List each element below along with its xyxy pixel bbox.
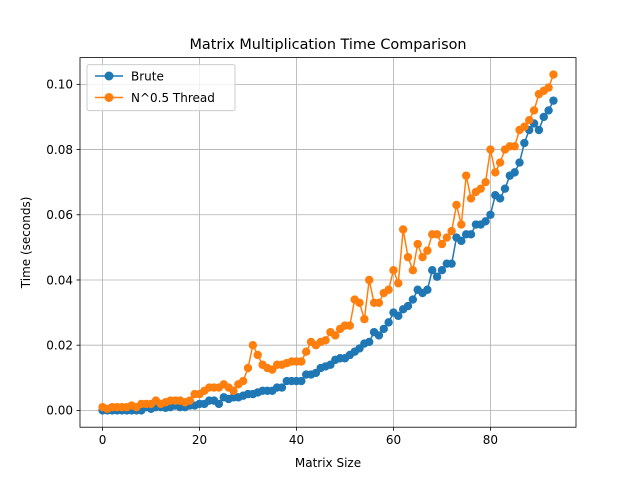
- data-point-thread: [481, 177, 490, 187]
- data-point-thread: [418, 252, 427, 262]
- y-tick-label: 0.08: [46, 143, 73, 157]
- data-point-thread: [486, 145, 495, 154]
- data-point-thread: [243, 363, 253, 373]
- legend-label-thread: N^0.5 Thread: [131, 91, 215, 105]
- ticks: 0 20 40 60 80 0.00 0.02 0.04 0.06 0.08 0.10: [46, 78, 498, 448]
- data-point-brute: [481, 217, 490, 226]
- data-point-thread: [355, 298, 364, 307]
- data-point-thread: [403, 252, 413, 262]
- data-point-thread: [360, 314, 369, 324]
- data-point-thread: [447, 226, 456, 236]
- data-point-brute: [432, 272, 442, 281]
- data-point-brute: [374, 331, 384, 340]
- legend: Brute N^0.5 Thread: [86, 64, 236, 112]
- data-point-thread: [389, 266, 398, 275]
- data-point-brute: [437, 266, 447, 275]
- data-point-thread: [229, 386, 238, 396]
- data-point-thread: [331, 331, 340, 340]
- data-point-brute: [365, 337, 374, 347]
- plot-frame: [79, 57, 577, 428]
- y-tick-label: 0.10: [46, 78, 73, 92]
- legend-frame: [86, 64, 236, 112]
- data-point-thread: [510, 142, 519, 151]
- data-point-thread: [384, 285, 393, 294]
- data-point-brute: [423, 285, 432, 294]
- y-tick-label: 0.06: [46, 208, 73, 222]
- data-point-brute: [277, 383, 287, 392]
- series-thread: [98, 70, 558, 413]
- x-tick-label: 0: [99, 433, 107, 447]
- data-point-brute: [403, 301, 413, 311]
- x-tick-label: 20: [192, 433, 207, 447]
- x-tick-label: 80: [483, 433, 498, 447]
- data-point-brute: [544, 106, 553, 115]
- data-point-thread: [466, 194, 476, 203]
- data-point-thread: [437, 239, 447, 249]
- data-point-thread: [529, 106, 539, 115]
- data-point-brute: [520, 138, 529, 148]
- data-point-thread: [297, 357, 306, 366]
- data-point-brute: [486, 210, 495, 219]
- y-tick-label: 0.00: [46, 404, 73, 418]
- data-point-brute: [495, 194, 505, 203]
- x-axis-label: Matrix Size: [295, 456, 361, 470]
- data-point-thread: [461, 171, 471, 180]
- data-point-thread: [365, 275, 374, 285]
- data-point-thread: [321, 336, 330, 345]
- data-point-thread: [301, 347, 311, 356]
- data-point-brute: [539, 112, 548, 122]
- data-point-thread: [549, 70, 558, 79]
- data-point-thread: [495, 158, 505, 167]
- data-point-thread: [476, 184, 485, 193]
- data-point-brute: [549, 96, 558, 105]
- data-point-thread: [408, 266, 418, 275]
- data-point-brute: [384, 318, 393, 327]
- data-point-thread: [442, 233, 451, 242]
- y-axis-label: Time (seconds): [19, 197, 33, 290]
- legend-entry-brute: Brute: [95, 69, 164, 83]
- data-point-thread: [394, 279, 403, 288]
- data-point-thread: [491, 168, 500, 177]
- legend-marker-brute: [104, 71, 114, 81]
- y-tick-label: 0.02: [46, 338, 73, 352]
- data-point-brute: [510, 168, 519, 177]
- data-point-thread: [185, 396, 195, 405]
- data-point-thread: [374, 298, 384, 307]
- series-layer: [98, 70, 558, 415]
- data-point-thread: [452, 200, 461, 210]
- data-point-brute: [500, 184, 510, 193]
- data-point-thread: [398, 225, 408, 234]
- x-tick-label: 40: [289, 433, 304, 447]
- legend-marker-thread: [104, 93, 114, 102]
- y-tick-label: 0.04: [46, 273, 73, 287]
- legend-label-brute: Brute: [131, 69, 164, 83]
- data-point-brute: [457, 236, 466, 246]
- data-point-brute: [428, 266, 437, 275]
- data-point-brute: [466, 230, 476, 239]
- data-point-brute: [379, 324, 388, 334]
- chart-title: Matrix Multiplication Time Comparison: [189, 37, 466, 53]
- data-point-thread: [457, 220, 466, 229]
- data-point-thread: [432, 230, 442, 239]
- data-point-brute: [447, 259, 456, 268]
- data-point-thread: [423, 246, 432, 255]
- data-point-thread: [238, 376, 248, 386]
- data-point-thread: [544, 83, 553, 92]
- data-point-thread: [413, 239, 422, 249]
- data-point-thread: [525, 116, 534, 125]
- data-point-brute: [515, 158, 524, 167]
- data-point-thread: [345, 321, 355, 330]
- data-point-brute: [394, 311, 403, 321]
- data-point-brute: [534, 125, 544, 135]
- data-point-thread: [253, 350, 262, 360]
- x-tick-label: 60: [386, 433, 401, 447]
- data-point-brute: [297, 376, 306, 386]
- legend-entry-thread: N^0.5 Thread: [95, 91, 215, 105]
- data-point-brute: [408, 295, 418, 304]
- data-point-brute: [214, 399, 224, 409]
- data-point-thread: [520, 122, 529, 131]
- data-point-thread: [248, 340, 258, 350]
